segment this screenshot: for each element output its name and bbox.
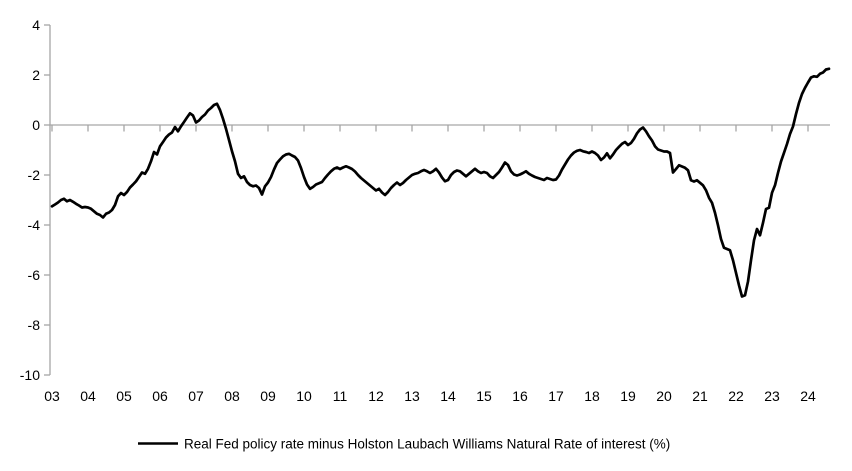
x-axis-tick-label: 10 xyxy=(296,388,312,404)
y-axis-tick-label: 0 xyxy=(32,117,40,133)
y-axis: 4 2 0 -2 -4 -6 -8 -10 xyxy=(20,17,50,383)
y-axis-tick-label: 4 xyxy=(32,17,40,33)
legend: Real Fed policy rate minus Holston Lauba… xyxy=(138,437,670,452)
x-axis: 03 04 05 06 07 08 09 10 11 12 13 14 15 16 17 18 19 20 21 22… xyxy=(44,125,816,404)
y-axis-tick-label: -2 xyxy=(28,167,41,183)
x-axis-tick-label: 13 xyxy=(404,388,420,404)
x-axis-tick-label: 05 xyxy=(116,388,132,404)
x-axis-tick-label: 12 xyxy=(368,388,384,404)
y-axis-tick-label: -10 xyxy=(20,367,40,383)
x-axis-tick-label: 23 xyxy=(764,388,780,404)
x-axis-tick-label: 04 xyxy=(80,388,96,404)
y-axis-tick-label: -4 xyxy=(28,217,41,233)
y-axis-tick-label: 2 xyxy=(32,67,40,83)
legend-label: Real Fed policy rate minus Holston Lauba… xyxy=(184,437,670,452)
x-axis-tick-label: 19 xyxy=(620,388,636,404)
x-axis-tick-label: 17 xyxy=(548,388,564,404)
x-axis-tick-label: 11 xyxy=(333,388,348,404)
x-axis-tick-label: 18 xyxy=(584,388,600,404)
y-axis-tick-label: -6 xyxy=(28,267,41,283)
x-axis-tick-label: 24 xyxy=(800,388,816,404)
x-axis-tick-label: 16 xyxy=(512,388,528,404)
x-axis-tick-label: 07 xyxy=(188,388,204,404)
x-axis-tick-label: 21 xyxy=(692,388,708,404)
x-axis-tick-label: 03 xyxy=(44,388,60,404)
x-axis-tick-label: 20 xyxy=(656,388,672,404)
y-axis-tick-label: -8 xyxy=(28,317,41,333)
series-line-real-fed-policy-rate xyxy=(50,67,831,298)
x-axis-tick-label: 14 xyxy=(440,388,456,404)
x-axis-tick-label: 06 xyxy=(152,388,168,404)
x-axis-tick-label: 22 xyxy=(728,388,744,404)
x-axis-tick-label: 09 xyxy=(260,388,276,404)
x-axis-tick-label: 15 xyxy=(476,388,492,404)
x-axis-tick-label: 08 xyxy=(224,388,240,404)
